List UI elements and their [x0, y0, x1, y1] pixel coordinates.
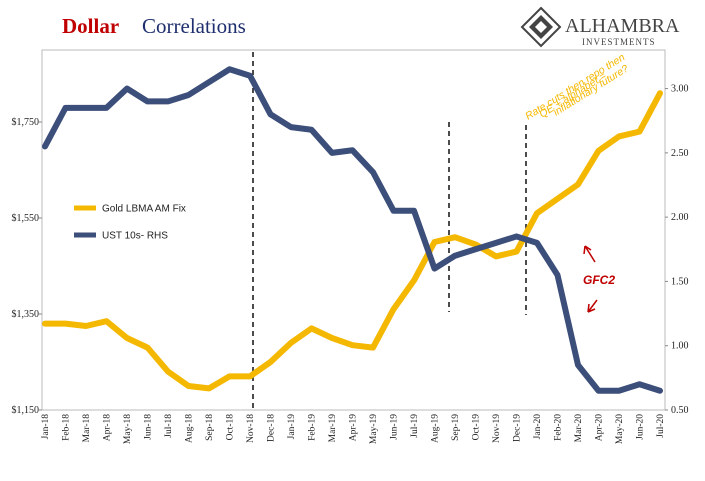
x-tick-label: Jul-19 — [410, 414, 420, 438]
y-tick-label: $1,350 — [12, 309, 40, 320]
x-tick-label: Aug-18 — [185, 414, 195, 443]
x-tick-label: Feb-19 — [308, 414, 318, 441]
title-part: Correlations — [142, 14, 246, 38]
plot-frame — [41, 49, 666, 411]
logo-text: ALHAMBRA — [565, 15, 680, 37]
annotation: GFC2 — [583, 273, 615, 287]
x-tick-label: Apr-20 — [595, 414, 605, 441]
x-tick-label: Jun-18 — [144, 414, 154, 440]
y2-tick-label: 3.00 — [671, 84, 689, 95]
series-line — [42, 66, 663, 394]
y-tick-label: $1,750 — [12, 117, 40, 128]
x-tick-label: Mar-19 — [328, 414, 338, 443]
title-part: Dollar — [62, 14, 119, 38]
x-tick-label: Aug-19 — [431, 414, 441, 443]
x-tick-label: Sep-19 — [451, 414, 461, 441]
x-tick-label: Mar-18 — [82, 414, 92, 443]
x-tick-label: Dec-18 — [267, 414, 277, 442]
x-tick-label: Sep-18 — [205, 414, 215, 441]
legend-label: UST 10s- RHS — [102, 231, 168, 242]
x-tick-label: Feb-18 — [62, 414, 72, 441]
x-tick-label: Apr-18 — [103, 414, 113, 441]
x-tick-label: Nov-18 — [246, 414, 256, 443]
y-tick-label: $1,550 — [12, 213, 40, 224]
x-tick-label: May-18 — [123, 414, 133, 444]
y2-tick-label: 1.50 — [671, 276, 689, 287]
x-tick-label: Dec-19 — [513, 414, 523, 442]
x-tick-label: Apr-19 — [349, 414, 359, 441]
series-line — [42, 90, 663, 392]
arrow — [587, 299, 598, 313]
logo-text: INVESTMENTS — [582, 37, 656, 47]
y-tick-label: $1,150 — [12, 405, 40, 416]
logo-icon — [520, 6, 562, 48]
x-tick-label: Feb-20 — [554, 414, 564, 441]
x-tick-label: Jun-20 — [636, 414, 646, 440]
x-tick-label: Jul-20 — [656, 414, 666, 438]
x-tick-label: Jul-18 — [164, 414, 174, 438]
arrow — [583, 245, 596, 263]
y2-tick-label: 2.00 — [671, 212, 689, 223]
y2-tick-label: 1.00 — [671, 341, 689, 352]
x-tick-label: Jan-19 — [287, 414, 297, 440]
x-tick-label: Mar-20 — [574, 414, 584, 443]
x-tick-label: May-20 — [615, 414, 625, 444]
x-tick-label: Jan-18 — [41, 414, 51, 440]
x-tick-label: Jan-20 — [533, 414, 543, 440]
x-tick-label: Nov-19 — [492, 414, 502, 443]
x-tick-label: Jun-19 — [390, 414, 400, 440]
x-tick-label: Oct-19 — [472, 414, 482, 441]
y2-tick-label: 2.50 — [671, 148, 689, 159]
x-tick-label: Oct-18 — [226, 414, 236, 441]
legend-label: Gold LBMA AM Fix — [102, 204, 186, 215]
y2-tick-label: 0.50 — [671, 405, 689, 416]
x-tick-label: May-19 — [369, 414, 379, 444]
